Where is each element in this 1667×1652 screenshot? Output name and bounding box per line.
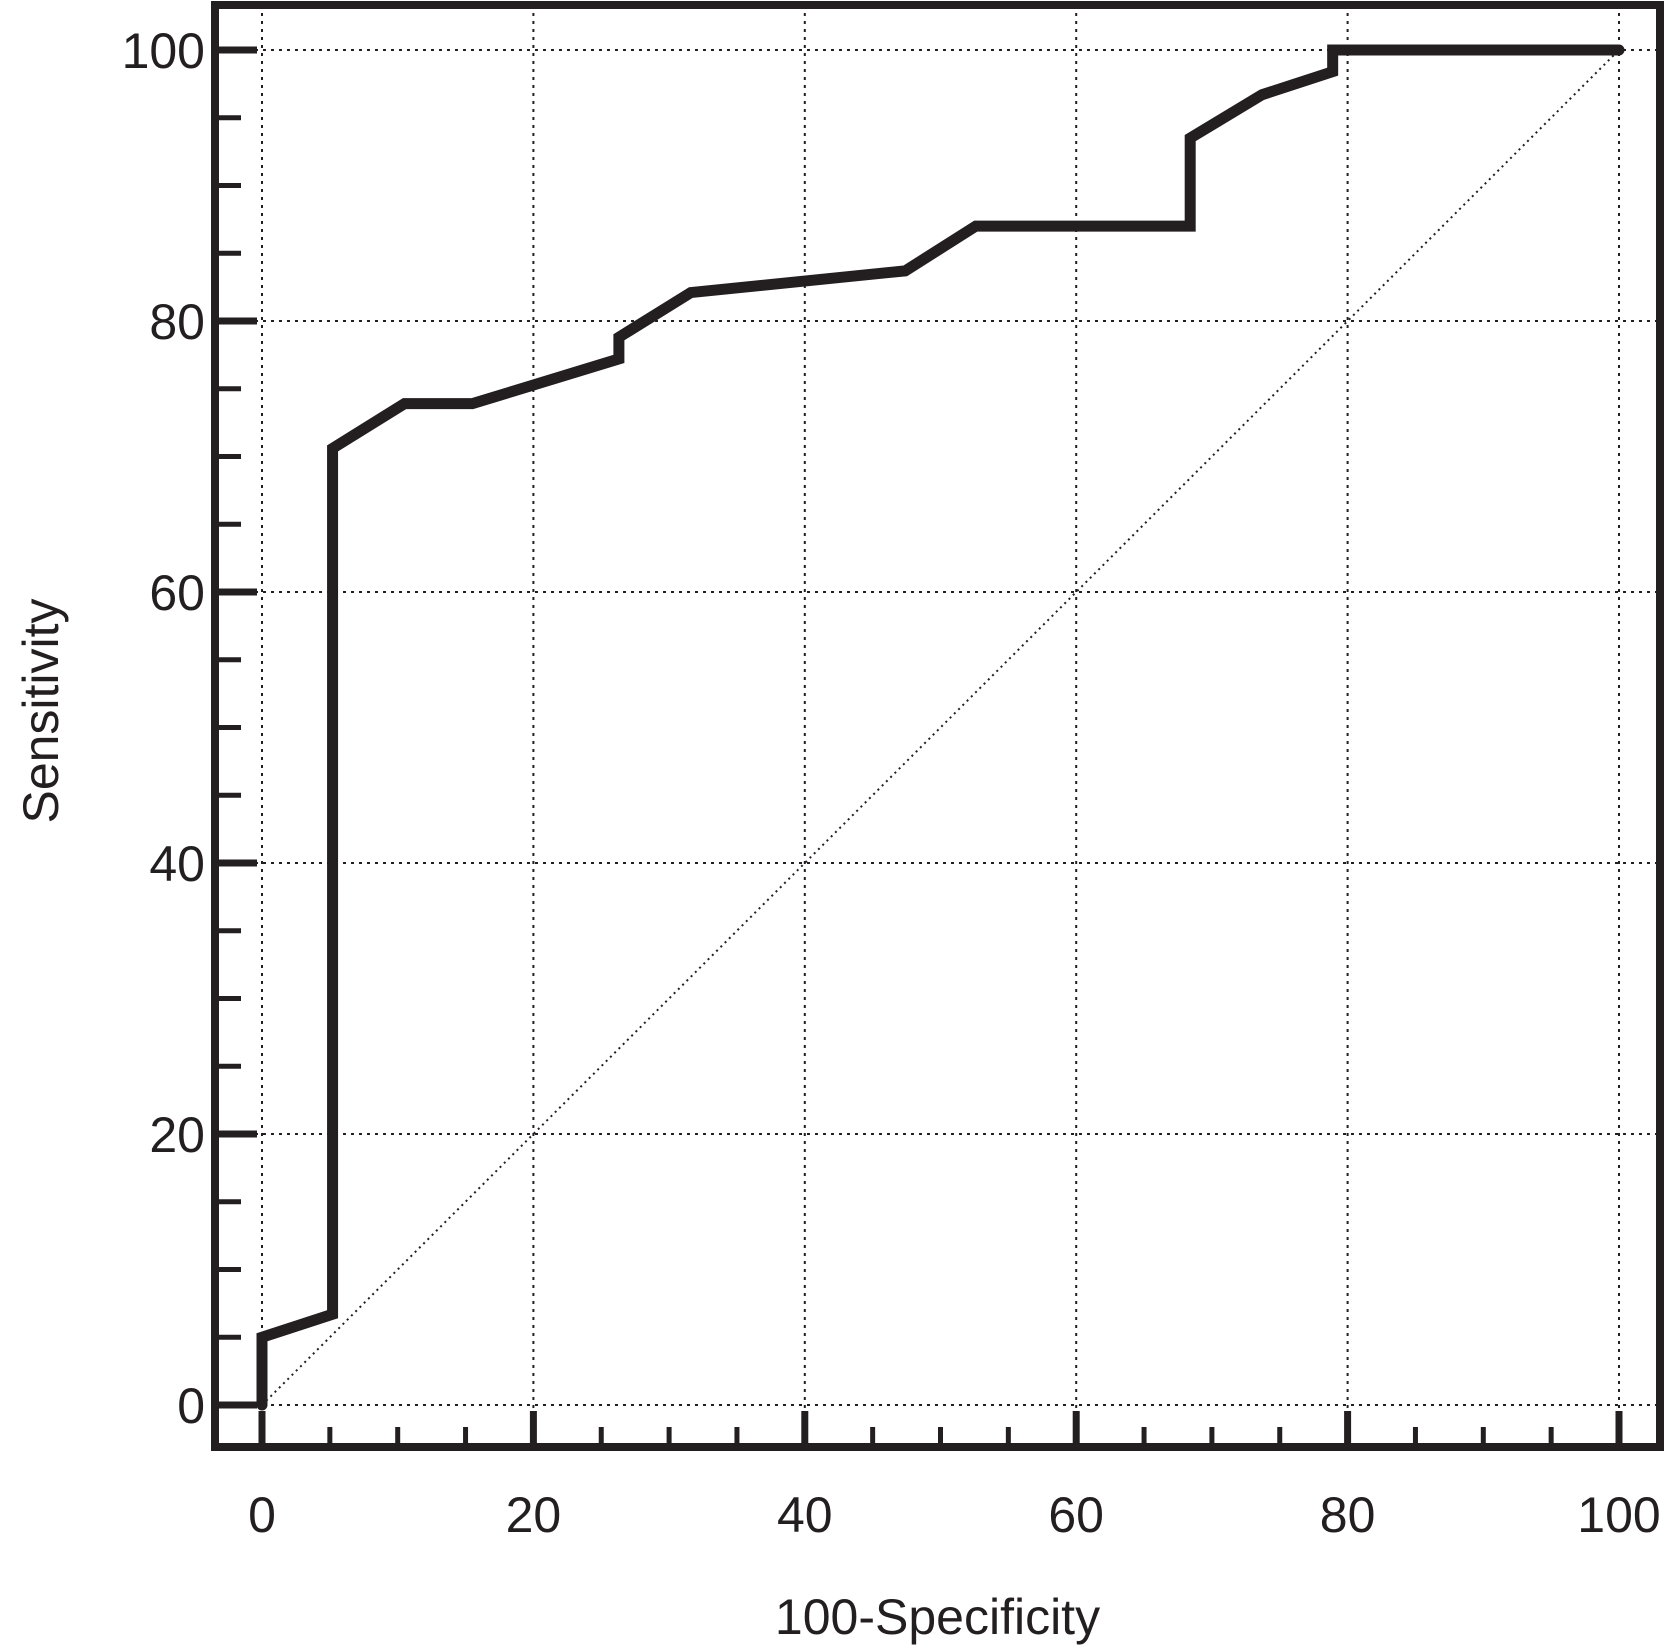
y-tick-label: 60 <box>149 565 205 621</box>
plot-frame-layer <box>211 1 1664 1451</box>
x-tick-label: 100 <box>1577 1487 1660 1543</box>
x-tick-label: 20 <box>506 1487 562 1543</box>
y-tick-label: 40 <box>149 836 205 892</box>
roc-curve-layer <box>256 44 1625 1411</box>
tick-labels: 0 20 40 60 80 100 0 20 40 60 80 100 <box>122 23 1661 1543</box>
y-tick-label: 0 <box>177 1378 205 1434</box>
axis-ticks <box>215 46 1623 1447</box>
roc-curve <box>256 44 1625 1411</box>
reference-diagonal-line <box>261 49 1620 1406</box>
y-tick-label: 20 <box>149 1107 205 1163</box>
plot-frame <box>211 1 1664 1451</box>
y-axis-title: Sensitivity <box>13 598 69 823</box>
y-tick-label: 100 <box>122 23 205 79</box>
grid-lines <box>215 5 1660 1447</box>
x-tick-label: 40 <box>777 1487 833 1543</box>
x-tick-label: 0 <box>248 1487 276 1543</box>
reference-line-layer <box>261 49 1620 1406</box>
x-tick-label: 80 <box>1320 1487 1376 1543</box>
x-axis-title: 100-Specificity <box>775 1589 1100 1645</box>
y-tick-label: 80 <box>149 294 205 350</box>
x-tick-label: 60 <box>1048 1487 1104 1543</box>
